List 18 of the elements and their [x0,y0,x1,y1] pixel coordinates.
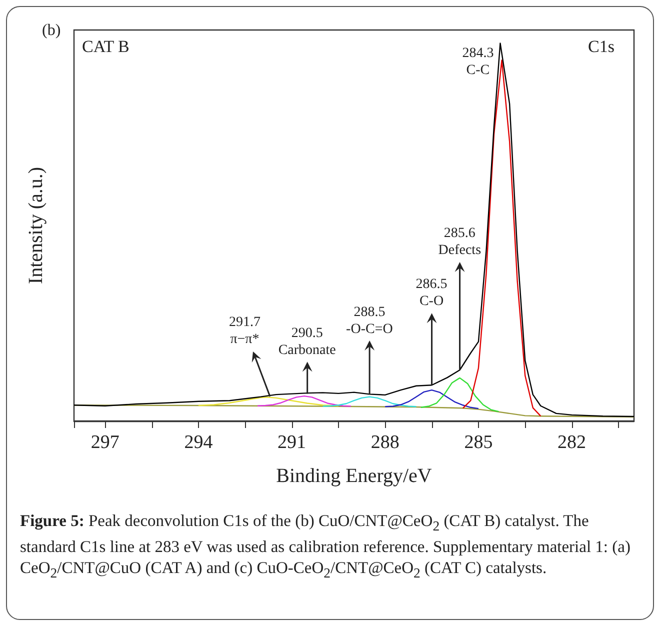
x-tick-label: 297 [90,432,120,453]
annotation: CAT B [82,37,130,56]
x-tick-label: 288 [370,432,400,453]
annotation: 291.7 π−π* [229,314,260,348]
y-axis-title: Intensity (a.u.) [25,166,47,284]
x-tick-label: 282 [558,432,586,453]
annotation: 286.5 C-O [416,276,448,310]
annotation: 290.5 Carbonate [278,324,336,359]
annotation: 285.6 Defects [438,225,482,259]
annotation: 284.3 C-C [462,45,494,80]
x-axis-title: Binding Energy/eV [276,465,432,487]
annotation: 288.5 -O-C=O [346,304,393,338]
x-tick-label: 294 [184,432,214,453]
x-tick-label: 285 [464,432,493,453]
text: Figure 5: Peak deconvolution C1s of the (b) CuO/CNT@CeO$_{2}$ (CAT B) catalyst. The standard C1s line at 283 eV was used as calibration reference. Supplementary material 1: (a) CeO$_{2}$/CNT@CuO (CAT A) and (c) CuO-CeO$_{2}$/CNT@CeO$_{2}$ (CAT C) catalysts. [20,511,630,581]
annotation: C1s [588,37,614,56]
text: (b) [42,22,61,39]
x-tick-label: 291 [278,432,306,453]
